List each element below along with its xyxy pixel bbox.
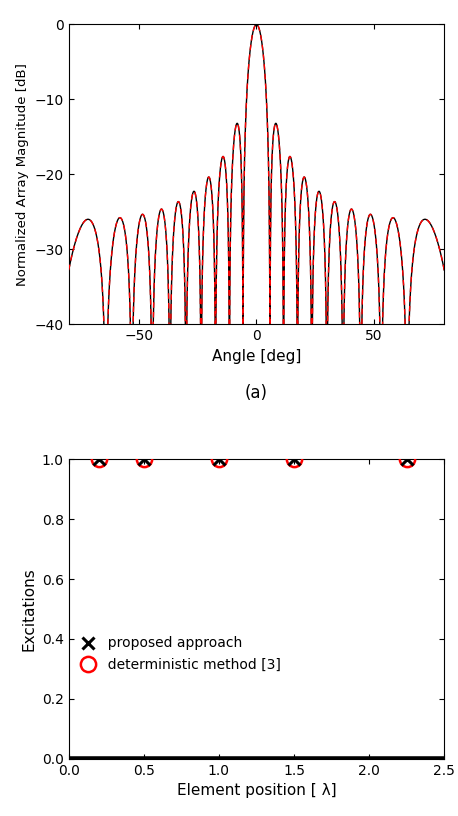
Text: (a): (a)	[245, 384, 268, 402]
X-axis label: Element position [ λ]: Element position [ λ]	[177, 783, 336, 798]
Y-axis label: Normalized Array Magnitude [dB]: Normalized Array Magnitude [dB]	[16, 63, 29, 286]
Legend:   proposed approach,   deterministic method [3]: proposed approach, deterministic method …	[76, 631, 287, 677]
Y-axis label: Excitations: Excitations	[21, 567, 36, 651]
X-axis label: Angle [deg]: Angle [deg]	[212, 348, 301, 364]
